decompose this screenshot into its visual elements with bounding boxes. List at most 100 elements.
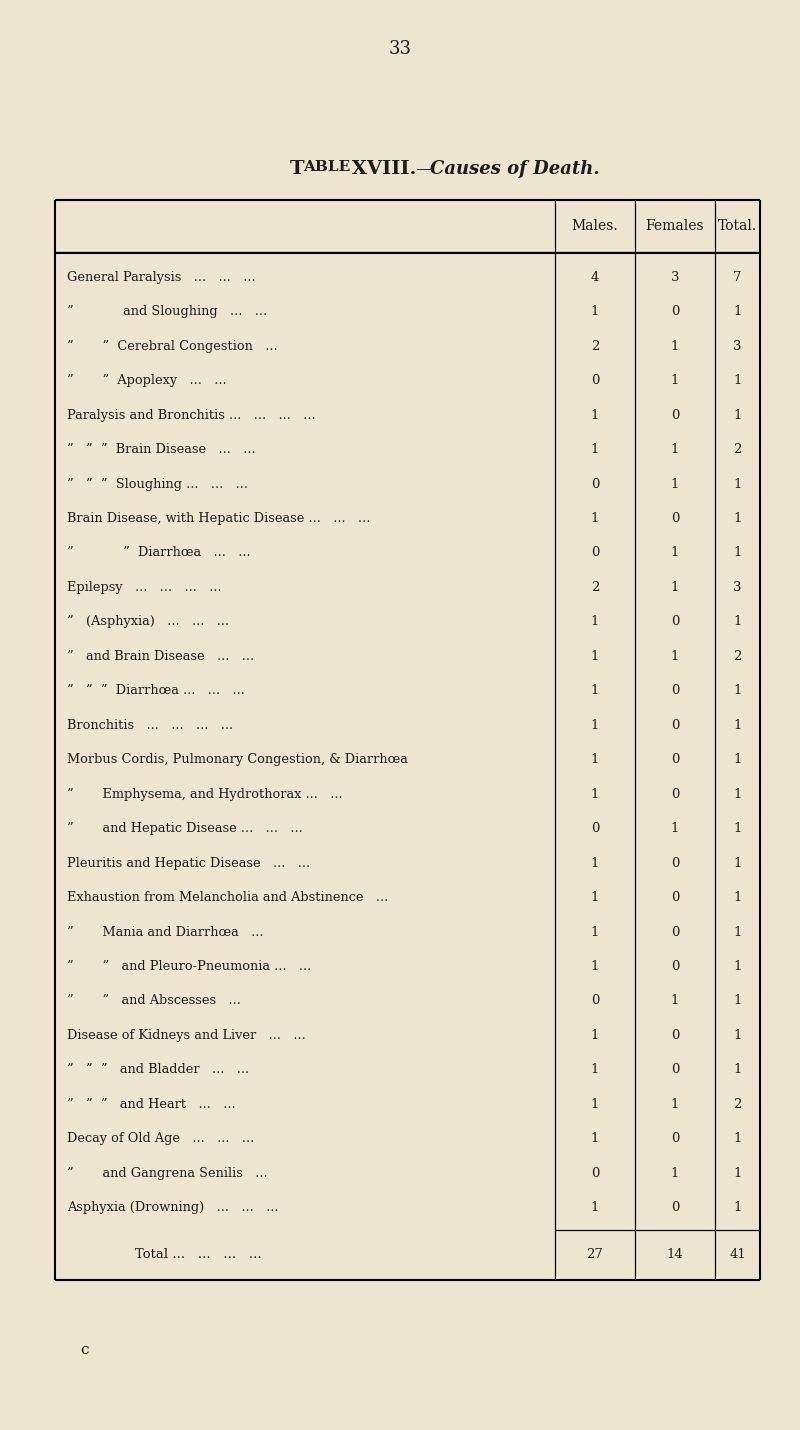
Text: 0: 0 [671, 1201, 679, 1214]
Text: 1: 1 [591, 1098, 599, 1111]
Text: 1: 1 [734, 1064, 742, 1077]
Text: Total.: Total. [718, 219, 757, 233]
Text: Females: Females [646, 219, 704, 233]
Text: General Paralysis   ...   ...   ...: General Paralysis ... ... ... [67, 270, 256, 283]
Text: 1: 1 [591, 1064, 599, 1077]
Text: 0: 0 [591, 375, 599, 388]
Text: 3: 3 [734, 581, 742, 593]
Text: 1: 1 [671, 478, 679, 490]
Text: 0: 0 [671, 685, 679, 698]
Text: ”   and Brain Disease   ...   ...: ” and Brain Disease ... ... [67, 649, 254, 664]
Text: 1: 1 [591, 960, 599, 972]
Text: 1: 1 [734, 1167, 742, 1180]
Text: 1: 1 [591, 685, 599, 698]
Text: 0: 0 [671, 1030, 679, 1042]
Text: 1: 1 [734, 1030, 742, 1042]
Text: XVIII.: XVIII. [345, 160, 416, 177]
Text: 1: 1 [734, 822, 742, 835]
Text: 0: 0 [671, 615, 679, 628]
Text: 3: 3 [734, 340, 742, 353]
Text: Disease of Kidneys and Liver   ...   ...: Disease of Kidneys and Liver ... ... [67, 1030, 306, 1042]
Text: 1: 1 [734, 1201, 742, 1214]
Text: 0: 0 [671, 1133, 679, 1145]
Text: 1: 1 [591, 1030, 599, 1042]
Text: 41: 41 [729, 1248, 746, 1261]
Text: 1: 1 [734, 409, 742, 422]
Text: 0: 0 [671, 788, 679, 801]
Text: 1: 1 [591, 1201, 599, 1214]
Text: 0: 0 [591, 994, 599, 1008]
Text: 1: 1 [591, 788, 599, 801]
Text: 1: 1 [734, 375, 742, 388]
Text: 0: 0 [671, 754, 679, 766]
Text: ”       ”   and Abscesses   ...: ” ” and Abscesses ... [67, 994, 241, 1008]
Text: 1: 1 [671, 649, 679, 664]
Text: ”       and Gangrena Senilis   ...: ” and Gangrena Senilis ... [67, 1167, 268, 1180]
Text: ABLE: ABLE [303, 160, 350, 174]
Text: ”       ”   and Pleuro-Pneumonia ...   ...: ” ” and Pleuro-Pneumonia ... ... [67, 960, 311, 972]
Text: Exhaustion from Melancholia and Abstinence   ...: Exhaustion from Melancholia and Abstinen… [67, 891, 388, 904]
Text: 1: 1 [591, 1133, 599, 1145]
Text: 0: 0 [591, 1167, 599, 1180]
Text: ”       Mania and Diarrhœa   ...: ” Mania and Diarrhœa ... [67, 925, 263, 938]
Text: 0: 0 [671, 1064, 679, 1077]
Text: 4: 4 [591, 270, 599, 283]
Text: 0: 0 [671, 512, 679, 525]
Text: ”       ”  Cerebral Congestion   ...: ” ” Cerebral Congestion ... [67, 340, 278, 353]
Text: ”   ”  ”   and Heart   ...   ...: ” ” ” and Heart ... ... [67, 1098, 236, 1111]
Text: ”   ”  ”  Diarrhœa ...   ...   ...: ” ” ” Diarrhœa ... ... ... [67, 685, 245, 698]
Text: 1: 1 [734, 305, 742, 319]
Text: Pleuritis and Hepatic Disease   ...   ...: Pleuritis and Hepatic Disease ... ... [67, 857, 310, 869]
Text: 0: 0 [671, 960, 679, 972]
Text: 1: 1 [591, 925, 599, 938]
Text: 1: 1 [734, 925, 742, 938]
Text: ”   (Asphyxia)   ...   ...   ...: ” (Asphyxia) ... ... ... [67, 615, 229, 628]
Text: 1: 1 [671, 1167, 679, 1180]
Text: 1: 1 [591, 719, 599, 732]
Text: 1: 1 [734, 615, 742, 628]
Text: ”       ”  Apoplexy   ...   ...: ” ” Apoplexy ... ... [67, 375, 226, 388]
Text: ”   ”  ”  Sloughing ...   ...   ...: ” ” ” Sloughing ... ... ... [67, 478, 248, 490]
Text: ”            and Sloughing   ...   ...: ” and Sloughing ... ... [67, 305, 267, 319]
Text: 1: 1 [734, 960, 742, 972]
Text: 0: 0 [671, 719, 679, 732]
Text: Decay of Old Age   ...   ...   ...: Decay of Old Age ... ... ... [67, 1133, 254, 1145]
Text: 1: 1 [591, 443, 599, 456]
Text: 3: 3 [670, 270, 679, 283]
Text: c: c [80, 1343, 89, 1357]
Text: 7: 7 [734, 270, 742, 283]
Text: 1: 1 [734, 1133, 742, 1145]
Text: 1: 1 [591, 512, 599, 525]
Text: 1: 1 [734, 512, 742, 525]
Text: 1: 1 [591, 754, 599, 766]
Text: T: T [290, 160, 305, 177]
Text: 1: 1 [591, 615, 599, 628]
Text: Males.: Males. [572, 219, 618, 233]
Text: 1: 1 [734, 754, 742, 766]
Text: 1: 1 [671, 340, 679, 353]
Text: ”       and Hepatic Disease ...   ...   ...: ” and Hepatic Disease ... ... ... [67, 822, 302, 835]
Text: 33: 33 [389, 40, 411, 59]
Text: 0: 0 [671, 891, 679, 904]
Text: 1: 1 [671, 1098, 679, 1111]
Text: 2: 2 [591, 340, 599, 353]
Text: Epilepsy   ...   ...   ...   ...: Epilepsy ... ... ... ... [67, 581, 222, 593]
Text: 0: 0 [671, 305, 679, 319]
Text: 2: 2 [734, 1098, 742, 1111]
Text: 1: 1 [734, 994, 742, 1008]
Text: 1: 1 [734, 719, 742, 732]
Text: 1: 1 [591, 409, 599, 422]
Text: 27: 27 [586, 1248, 603, 1261]
Text: Total ...   ...   ...   ...: Total ... ... ... ... [135, 1248, 262, 1261]
Text: 0: 0 [591, 822, 599, 835]
Text: Asphyxia (Drowning)   ...   ...   ...: Asphyxia (Drowning) ... ... ... [67, 1201, 278, 1214]
Text: 2: 2 [591, 581, 599, 593]
Text: 1: 1 [734, 478, 742, 490]
Text: 1: 1 [734, 546, 742, 559]
Text: 1: 1 [734, 685, 742, 698]
Text: 0: 0 [591, 546, 599, 559]
Text: 1: 1 [591, 891, 599, 904]
Text: ”   ”  ”   and Bladder   ...   ...: ” ” ” and Bladder ... ... [67, 1064, 249, 1077]
Text: 1: 1 [591, 649, 599, 664]
Text: 1: 1 [734, 788, 742, 801]
